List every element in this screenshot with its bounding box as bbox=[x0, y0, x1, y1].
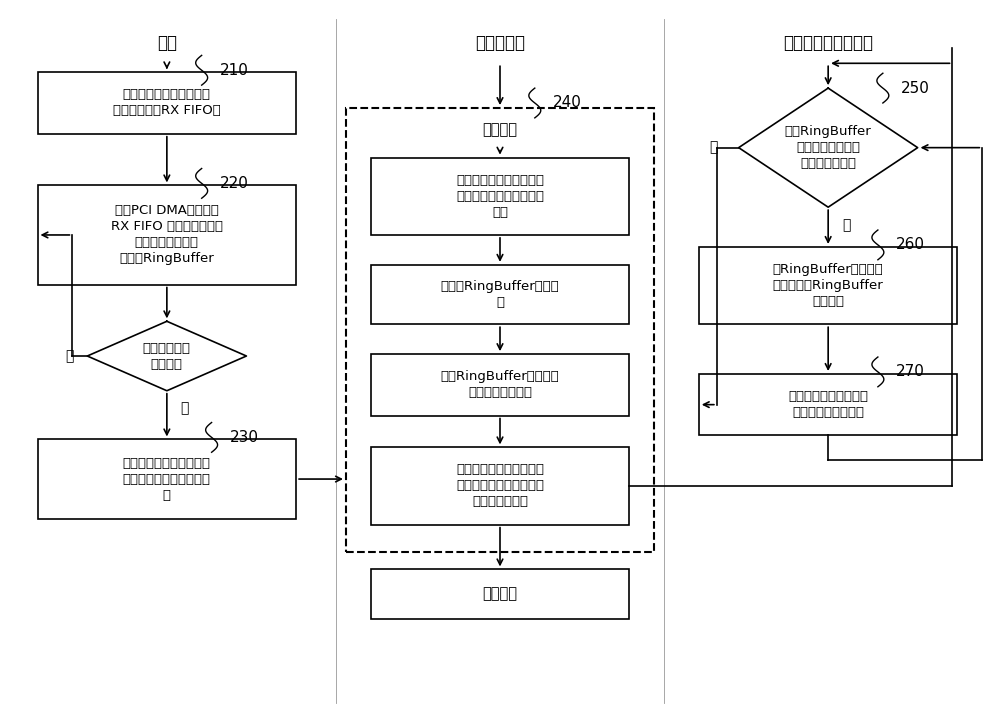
Text: 根据中断请求，停止接收
所述网卡发送的新的中断
请求: 根据中断请求，停止接收 所述网卡发送的新的中断 请求 bbox=[456, 174, 544, 219]
Bar bbox=[699, 374, 957, 435]
Text: 捕获数据包，并将数据包
保存至网卡的RX FIFO中: 捕获数据包，并将数据包 保存至网卡的RX FIFO中 bbox=[113, 89, 221, 117]
Bar bbox=[38, 440, 296, 519]
Polygon shape bbox=[739, 88, 918, 207]
Text: 270: 270 bbox=[896, 364, 925, 379]
Text: 判断是否达到
中断条件: 判断是否达到 中断条件 bbox=[143, 342, 191, 370]
Text: 240: 240 bbox=[553, 95, 582, 110]
Text: 并更新RingBuffer的描述
符: 并更新RingBuffer的描述 符 bbox=[441, 280, 559, 309]
Text: 中断返回: 中断返回 bbox=[483, 586, 518, 601]
Text: 按预设睡眠时长睡眠，
在预设睡眠时长之后: 按预设睡眠时长睡眠， 在预设睡眠时长之后 bbox=[788, 390, 868, 419]
Text: 否: 否 bbox=[710, 140, 718, 155]
Bar bbox=[371, 265, 629, 324]
Text: 恢复接收所述网卡发送的
新的中断请求，并执行所
述中断响应操作: 恢复接收所述网卡发送的 新的中断请求，并执行所 述中断响应操作 bbox=[456, 463, 544, 508]
Bar bbox=[38, 72, 296, 134]
Bar bbox=[38, 185, 296, 284]
Bar bbox=[699, 247, 957, 324]
Bar bbox=[371, 569, 629, 619]
Bar bbox=[371, 448, 629, 525]
Text: 否: 否 bbox=[65, 349, 74, 363]
Bar bbox=[371, 354, 629, 415]
Text: 250: 250 bbox=[901, 81, 930, 96]
Text: 从RingBuffer中提取数
据包，更新RingBuffer
的描述符: 从RingBuffer中提取数 据包，更新RingBuffer 的描述符 bbox=[773, 263, 884, 308]
Polygon shape bbox=[87, 321, 246, 391]
Text: 网卡: 网卡 bbox=[157, 34, 177, 52]
Text: 基于预设中断触发策略，
向内核态驱动发送中断请
求: 基于预设中断触发策略， 向内核态驱动发送中断请 求 bbox=[123, 457, 211, 501]
Text: 260: 260 bbox=[896, 238, 925, 252]
Bar bbox=[371, 158, 629, 235]
Text: 中断响应: 中断响应 bbox=[483, 122, 518, 137]
Text: 通过PCI DMA控制器将
RX FIFO 中的数据包传输
至内核态驱动中的
预配置RingBuffer: 通过PCI DMA控制器将 RX FIFO 中的数据包传输 至内核态驱动中的 预… bbox=[111, 205, 223, 266]
Text: 210: 210 bbox=[220, 63, 248, 78]
Text: 是: 是 bbox=[842, 218, 850, 232]
Text: 230: 230 bbox=[230, 430, 259, 445]
Text: 用户态数据分析装置: 用户态数据分析装置 bbox=[783, 34, 873, 52]
Bar bbox=[346, 108, 654, 553]
Text: 是: 是 bbox=[181, 402, 189, 415]
Text: 内核态驱动: 内核态驱动 bbox=[475, 34, 525, 52]
Text: 220: 220 bbox=[220, 176, 248, 191]
Text: 根据RingBuffer
的当前描述符，判
断是否有数据包: 根据RingBuffer 的当前描述符，判 断是否有数据包 bbox=[785, 125, 872, 170]
Text: 更新RingBuffer包含的子
缓存区对应的状态: 更新RingBuffer包含的子 缓存区对应的状态 bbox=[441, 370, 559, 400]
